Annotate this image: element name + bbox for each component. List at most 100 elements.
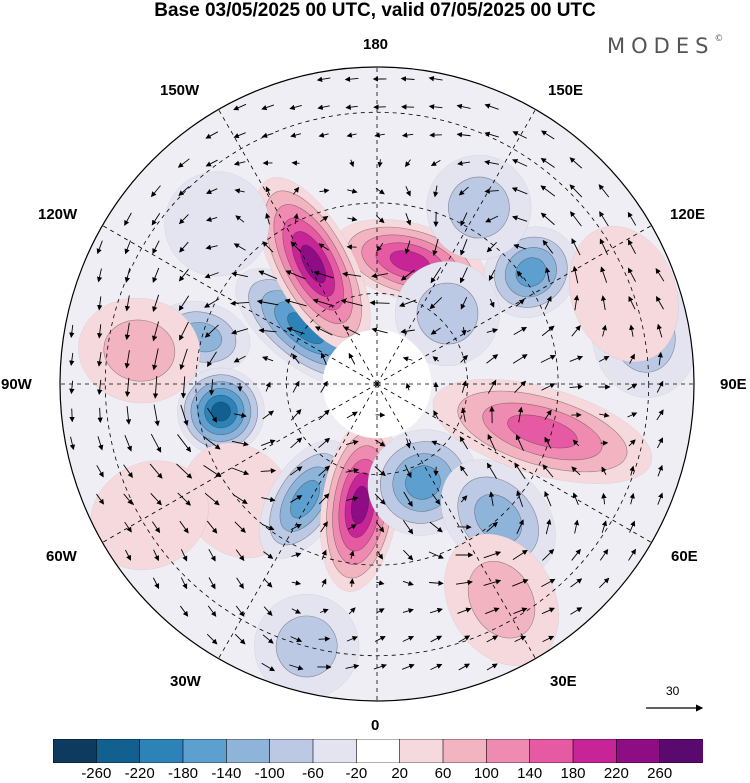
wind-arrow	[124, 435, 132, 452]
wind-arrow	[97, 407, 103, 424]
wind-arrow	[457, 607, 472, 614]
wind-arrow	[486, 462, 497, 479]
wind-arrow	[292, 353, 300, 364]
wind-arrow	[313, 270, 334, 279]
meridian-line	[376, 383, 536, 659]
wind-arrow	[203, 436, 221, 450]
wind-arrow	[348, 352, 356, 365]
meridian-line	[376, 383, 652, 543]
meridian-line	[102, 225, 378, 385]
anomaly-contour	[350, 485, 370, 525]
wind-arrow	[320, 352, 327, 365]
wind-arrow	[429, 521, 443, 533]
wind-arrow	[260, 468, 277, 474]
wind-arrow	[349, 578, 355, 587]
wind-arrow	[178, 268, 189, 282]
lon-label-180: 180	[363, 36, 389, 53]
wind-arrow	[150, 433, 162, 453]
wind-arrow	[375, 521, 385, 533]
wind-arrow	[206, 216, 218, 222]
colorbar-tick-label: 220	[603, 765, 629, 782]
wind-arrow	[346, 411, 358, 419]
negative-anomaly	[394, 261, 500, 367]
wind-arrow	[348, 607, 356, 615]
wind-arrow	[152, 267, 160, 283]
wind-arrow	[321, 549, 327, 560]
wind-arrow	[487, 433, 497, 452]
wind-arrow	[69, 436, 76, 451]
wind-arrow	[488, 491, 495, 506]
wind-arrow	[511, 187, 528, 195]
wind-arrow	[233, 160, 246, 166]
wind-arrow	[513, 607, 528, 614]
wind-arrow	[629, 465, 635, 476]
map-boundary	[59, 66, 695, 702]
wind-arrow	[375, 608, 385, 614]
wind-arrow	[263, 578, 273, 588]
wind-arrow	[656, 380, 664, 393]
wind-arrow	[375, 439, 386, 447]
wind-arrow	[234, 633, 246, 645]
wind-arrow	[456, 132, 471, 138]
wind-arrow	[231, 440, 249, 447]
wind-arrow	[542, 548, 555, 561]
wind-arrow	[235, 215, 245, 223]
colorbar-bin	[182, 739, 228, 763]
wind-arrow	[97, 296, 103, 311]
meridian-line	[218, 109, 378, 385]
brand-mark: ©	[714, 34, 724, 44]
colorbar-bin	[616, 739, 661, 763]
negative-anomaly	[177, 367, 265, 456]
wind-arrow	[285, 270, 306, 280]
wind-arrow	[628, 267, 636, 282]
wind-arrow	[291, 608, 301, 614]
wind-arrow	[431, 493, 441, 505]
wind-arrow	[657, 437, 663, 449]
wind-arrow	[599, 238, 609, 255]
lon-label-60w: 60W	[46, 548, 77, 565]
wind-arrow	[208, 577, 216, 590]
wind-arrow	[460, 354, 468, 363]
colorbar-tick-label: -20	[345, 765, 368, 782]
wind-arrow	[628, 295, 636, 310]
wind-arrow	[96, 240, 103, 255]
wind-arrow	[428, 551, 444, 559]
latitude-circle	[104, 111, 650, 657]
wind-arrow	[400, 76, 415, 82]
colorbar-bin	[486, 739, 531, 763]
brand-logo: MODES©	[607, 34, 723, 58]
wind-arrow	[149, 463, 163, 479]
wind-arrow	[179, 241, 189, 253]
wind-arrow	[321, 578, 327, 587]
wind-arrow	[430, 663, 443, 671]
wind-arrow	[233, 412, 247, 418]
wind-arrow	[404, 159, 411, 168]
wind-arrow	[430, 635, 443, 643]
wind-arrow	[235, 549, 245, 562]
wind-arrow	[405, 438, 411, 449]
wind-arrow	[178, 214, 189, 225]
wind-arrow	[601, 466, 607, 475]
graticule	[60, 67, 694, 701]
wind-arrow	[124, 322, 131, 341]
wind-arrow	[571, 548, 581, 561]
wind-arrow	[319, 608, 329, 614]
wind-arrow	[544, 295, 552, 310]
wind-arrow	[540, 130, 555, 140]
wind-arrow	[179, 520, 189, 534]
field-layer	[60, 67, 694, 701]
wind-arrow	[205, 159, 218, 167]
wind-arrow	[484, 103, 499, 110]
wind-arrow	[123, 493, 133, 505]
wind-arrow	[484, 159, 500, 166]
wind-arrow	[460, 296, 468, 310]
wind-arrow	[290, 437, 303, 449]
wind-arrow	[400, 328, 415, 335]
wind-arrow	[484, 131, 499, 138]
wind-arrow	[233, 355, 246, 363]
wind-arrow	[371, 327, 388, 334]
anomaly-contour	[474, 493, 523, 544]
wind-arrow	[541, 383, 556, 391]
wind-arrow	[570, 578, 583, 588]
wind-arrow	[376, 242, 384, 252]
